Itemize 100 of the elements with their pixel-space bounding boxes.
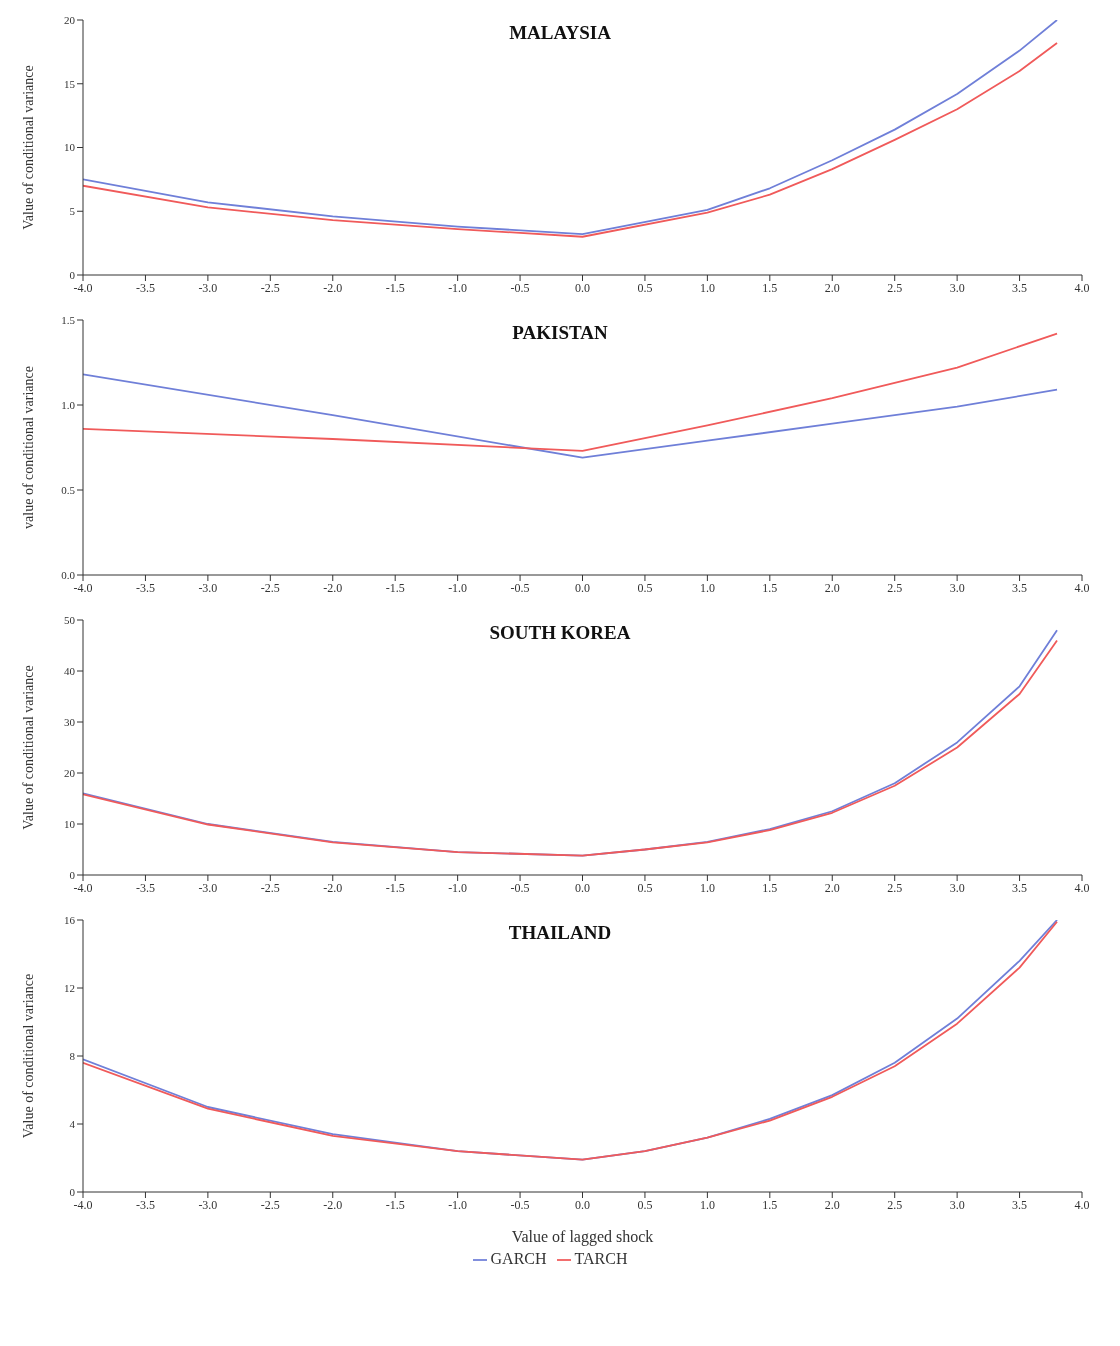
y-tick-label: 40	[64, 664, 76, 677]
x-tick-label: 1.0	[699, 880, 715, 895]
y-tick-label: 0	[69, 268, 76, 281]
x-tick-label: -2.5	[260, 1197, 280, 1212]
x-tick-label: -4.0	[73, 280, 93, 295]
x-tick-label: 1.5	[762, 880, 778, 895]
x-tick-label: 2.5	[887, 880, 903, 895]
chart-title: PAKISTAN	[512, 322, 608, 343]
x-tick-label: 1.0	[699, 280, 715, 295]
x-tick-label: -3.5	[135, 880, 155, 895]
y-axis-title: Value of conditional variance	[20, 65, 36, 230]
x-tick-label: -0.5	[510, 880, 530, 895]
y-tick-label: 4	[69, 1117, 76, 1130]
x-tick-label: 1.5	[762, 580, 778, 595]
x-tick-label: 0.5	[637, 280, 653, 295]
x-tick-label: -2.5	[260, 880, 280, 895]
line-series	[83, 373, 1058, 459]
y-axis-title: value of conditional variance	[20, 366, 36, 529]
y-tick-label: 1.0	[61, 398, 76, 411]
x-tick-label: -1.5	[385, 1197, 405, 1212]
x-tick-label: -4.0	[73, 880, 93, 895]
x-tick-label: -2.0	[323, 280, 343, 295]
x-tick-label: 3.5	[1012, 580, 1028, 595]
x-tick-label: -3.0	[198, 580, 218, 595]
x-tick-label: -0.5	[510, 280, 530, 295]
x-tick-label: -0.5	[510, 580, 530, 595]
x-tick-label: -1.0	[448, 580, 468, 595]
x-tick-label: 2.5	[887, 1197, 903, 1212]
x-tick-label: 3.0	[949, 1197, 965, 1212]
legend-label: GARCH	[490, 1250, 547, 1267]
x-tick-label: -2.5	[260, 280, 280, 295]
x-tick-label: 0.5	[637, 580, 653, 595]
x-tick-label: 2.0	[824, 880, 840, 895]
x-tick-label: 1.5	[762, 280, 778, 295]
y-tick-label: 0.0	[61, 568, 76, 581]
x-tick-label: -3.0	[198, 880, 218, 895]
y-tick-label: 50	[64, 613, 76, 626]
y-tick-label: 20	[64, 13, 76, 26]
x-tick-label: 3.0	[949, 880, 965, 895]
line-series	[83, 920, 1058, 1161]
chart-title: THAILAND	[508, 922, 612, 943]
x-tick-label: 0.0	[575, 280, 590, 295]
legend-label: TARCH	[574, 1250, 628, 1267]
x-tick-label: -4.0	[73, 1197, 93, 1212]
x-tick-label: 2.5	[887, 580, 903, 595]
y-tick-label: 5	[69, 205, 76, 218]
x-tick-label: 1.5	[762, 1197, 778, 1212]
y-tick-label: 0	[69, 868, 76, 881]
y-tick-label: 8	[69, 1049, 76, 1062]
x-tick-label: -2.0	[323, 1197, 343, 1212]
x-tick-label: 2.0	[824, 580, 840, 595]
y-tick-label: 0.5	[61, 483, 76, 496]
y-tick-label: 0	[69, 1185, 76, 1198]
x-tick-label: 2.5	[887, 280, 903, 295]
x-tick-label: -3.0	[198, 280, 218, 295]
x-tick-label: 0.5	[637, 1197, 653, 1212]
y-axis-title: Value of conditional variance	[20, 665, 36, 830]
x-tick-label: 4.0	[1074, 880, 1090, 895]
x-tick-label: 1.0	[699, 1197, 715, 1212]
x-axis-title: Value of lagged shock	[511, 1228, 654, 1246]
y-tick-label: 1.5	[61, 313, 76, 326]
x-tick-label: 2.0	[824, 1197, 840, 1212]
x-tick-label: -1.0	[448, 880, 468, 895]
x-tick-label: 0.0	[575, 1197, 590, 1212]
x-tick-label: 0.0	[575, 580, 590, 595]
y-tick-label: 15	[64, 77, 76, 90]
x-tick-label: -1.5	[385, 580, 405, 595]
x-tick-label: -2.0	[323, 880, 343, 895]
x-tick-label: 4.0	[1074, 280, 1090, 295]
x-tick-label: -2.0	[323, 580, 343, 595]
x-tick-label: 4.0	[1074, 1197, 1090, 1212]
x-tick-label: 3.5	[1012, 280, 1028, 295]
x-tick-label: 4.0	[1074, 580, 1090, 595]
x-tick-label: 3.0	[949, 280, 965, 295]
x-tick-label: -1.0	[448, 280, 468, 295]
y-axis-title: Value of conditional variance	[20, 973, 36, 1139]
x-tick-label: -3.5	[135, 1197, 155, 1212]
y-tick-label: 20	[64, 766, 76, 779]
x-tick-label: 0.5	[637, 880, 653, 895]
x-tick-label: 3.5	[1012, 880, 1028, 895]
x-tick-label: -3.5	[135, 280, 155, 295]
x-tick-label: -4.0	[73, 580, 93, 595]
x-tick-label: 1.0	[699, 580, 715, 595]
chart-title: SOUTH KOREA	[489, 622, 631, 643]
chart-title: MALAYSIA	[509, 22, 611, 43]
x-tick-label: -0.5	[510, 1197, 530, 1212]
x-tick-label: -3.0	[198, 1197, 218, 1212]
y-tick-label: 16	[64, 913, 76, 926]
x-tick-label: -3.5	[135, 580, 155, 595]
x-tick-label: -1.0	[448, 1197, 468, 1212]
x-tick-label: 3.0	[949, 580, 965, 595]
x-tick-label: -1.5	[385, 880, 405, 895]
y-tick-label: 30	[64, 715, 76, 728]
y-tick-label: 10	[64, 817, 76, 830]
x-tick-label: -2.5	[260, 580, 280, 595]
x-tick-label: 0.0	[575, 880, 590, 895]
x-tick-label: 3.5	[1012, 1197, 1028, 1212]
y-tick-label: 12	[64, 981, 75, 994]
y-tick-label: 10	[64, 141, 76, 154]
x-tick-label: 2.0	[824, 280, 840, 295]
